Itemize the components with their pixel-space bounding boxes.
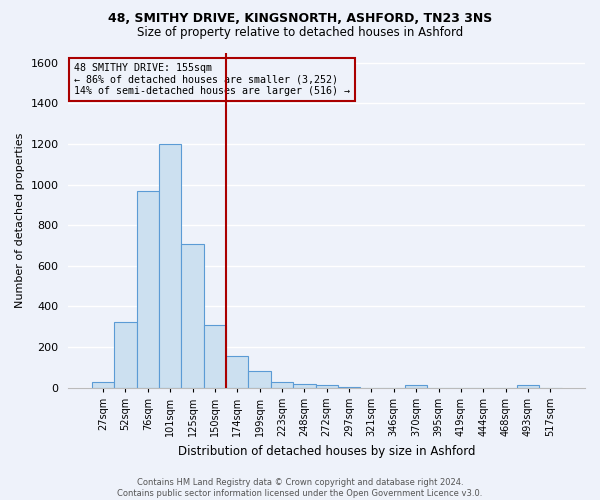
Bar	[226, 356, 248, 388]
Y-axis label: Number of detached properties: Number of detached properties	[15, 132, 25, 308]
Bar	[159, 144, 181, 388]
Text: Size of property relative to detached houses in Ashford: Size of property relative to detached ho…	[137, 26, 463, 39]
Bar	[517, 384, 539, 388]
Text: 48, SMITHY DRIVE, KINGSNORTH, ASHFORD, TN23 3NS: 48, SMITHY DRIVE, KINGSNORTH, ASHFORD, T…	[108, 12, 492, 26]
Text: Contains HM Land Registry data © Crown copyright and database right 2024.
Contai: Contains HM Land Registry data © Crown c…	[118, 478, 482, 498]
Bar	[204, 324, 226, 388]
Bar	[114, 322, 137, 388]
Bar	[338, 386, 360, 388]
X-axis label: Distribution of detached houses by size in Ashford: Distribution of detached houses by size …	[178, 444, 475, 458]
Bar	[271, 382, 293, 388]
Bar	[293, 384, 316, 388]
Bar	[181, 244, 204, 388]
Text: 48 SMITHY DRIVE: 155sqm
← 86% of detached houses are smaller (3,252)
14% of semi: 48 SMITHY DRIVE: 155sqm ← 86% of detache…	[74, 62, 350, 96]
Bar	[316, 384, 338, 388]
Bar	[248, 372, 271, 388]
Bar	[137, 190, 159, 388]
Bar	[405, 385, 427, 388]
Bar	[92, 382, 114, 388]
